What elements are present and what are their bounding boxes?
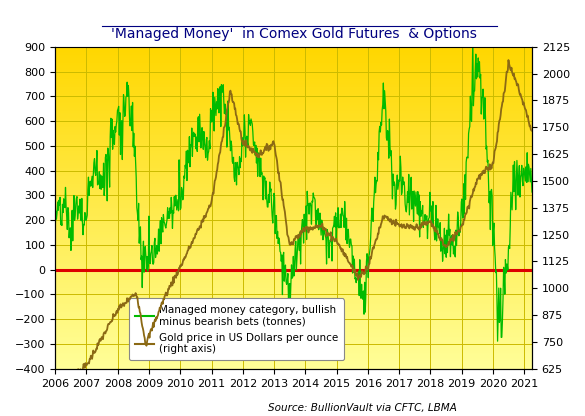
Text: Source: BullionVault via CFTC, LBMA: Source: BullionVault via CFTC, LBMA (269, 403, 457, 413)
Legend: Managed money category, bullish
minus bearish bets (tonnes), Gold price in US Do: Managed money category, bullish minus be… (129, 298, 344, 360)
Title: 'Managed Money'  in Comex Gold Futures  & Options: 'Managed Money' in Comex Gold Futures & … (111, 27, 477, 42)
